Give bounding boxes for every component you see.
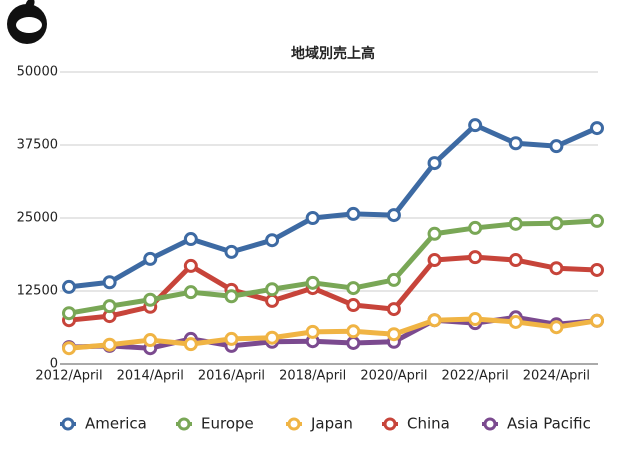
marker [346, 298, 361, 313]
marker [305, 324, 320, 339]
marker [468, 250, 483, 265]
x-tick-label: 2018/April [279, 369, 346, 384]
series [62, 118, 604, 294]
marker [427, 313, 442, 328]
marker [508, 253, 523, 268]
legend-marker [383, 417, 397, 431]
marker [62, 279, 76, 294]
marker [346, 335, 361, 350]
legend-label: Japan [310, 415, 353, 433]
marker [427, 253, 442, 268]
marker [183, 258, 198, 273]
marker [590, 121, 604, 136]
marker [386, 302, 401, 317]
marker [102, 299, 117, 314]
y-tick-label: 37500 [17, 138, 58, 153]
marker [183, 285, 198, 300]
y-tick-label: 0 [50, 357, 58, 372]
legend-marker [177, 417, 191, 431]
marker [590, 213, 604, 228]
legend-label: China [407, 415, 450, 433]
legend-label: Europe [201, 415, 254, 433]
marker [305, 211, 320, 225]
line [68, 122, 599, 290]
marker [224, 244, 239, 259]
x-tick-label: 2014/April [117, 369, 184, 384]
marker [143, 251, 158, 266]
series [62, 312, 604, 356]
legend-marker [287, 417, 301, 431]
marker [386, 272, 401, 287]
marker [346, 324, 361, 339]
marker [549, 139, 564, 154]
x-tick-label: 2012/April [35, 369, 102, 384]
logo [7, 0, 47, 44]
marker [143, 292, 158, 307]
legend-marker [483, 417, 497, 431]
legend-label: Asia Pacific [507, 415, 591, 433]
marker [427, 156, 442, 171]
marker [386, 208, 401, 223]
x-tick-label: 2024/April [523, 369, 590, 384]
marker [265, 293, 280, 308]
marker [62, 341, 76, 356]
marker [224, 331, 239, 346]
marker [224, 289, 239, 304]
marker [102, 275, 117, 290]
marker [468, 118, 483, 133]
marker [468, 312, 483, 327]
marker [183, 232, 198, 247]
x-tick-label: 2016/April [198, 369, 265, 384]
y-tick-label: 50000 [17, 65, 58, 80]
legend-label: America [85, 415, 147, 433]
marker [265, 282, 280, 297]
marker [346, 281, 361, 296]
chart-title: 地域別売上高 [291, 45, 375, 62]
legend-marker [61, 417, 75, 431]
marker [143, 333, 158, 348]
marker [386, 327, 401, 342]
marker [549, 320, 564, 335]
y-tick-label: 12500 [17, 284, 58, 299]
marker [265, 233, 280, 248]
marker [508, 314, 523, 329]
marker [468, 220, 483, 235]
marker [508, 136, 523, 151]
marker [549, 216, 564, 231]
marker [265, 330, 280, 345]
marker [590, 262, 604, 277]
marker [508, 216, 523, 231]
x-tick-label: 2020/April [360, 369, 427, 384]
marker [590, 313, 604, 328]
marker [183, 337, 198, 352]
series [62, 213, 604, 321]
marker [346, 206, 361, 221]
marker [62, 306, 76, 321]
marker [427, 226, 442, 241]
marker [102, 337, 117, 352]
x-tick-label: 2022/April [442, 369, 509, 384]
marker [305, 275, 320, 290]
marker [549, 261, 564, 276]
y-tick-label: 25000 [17, 211, 58, 226]
